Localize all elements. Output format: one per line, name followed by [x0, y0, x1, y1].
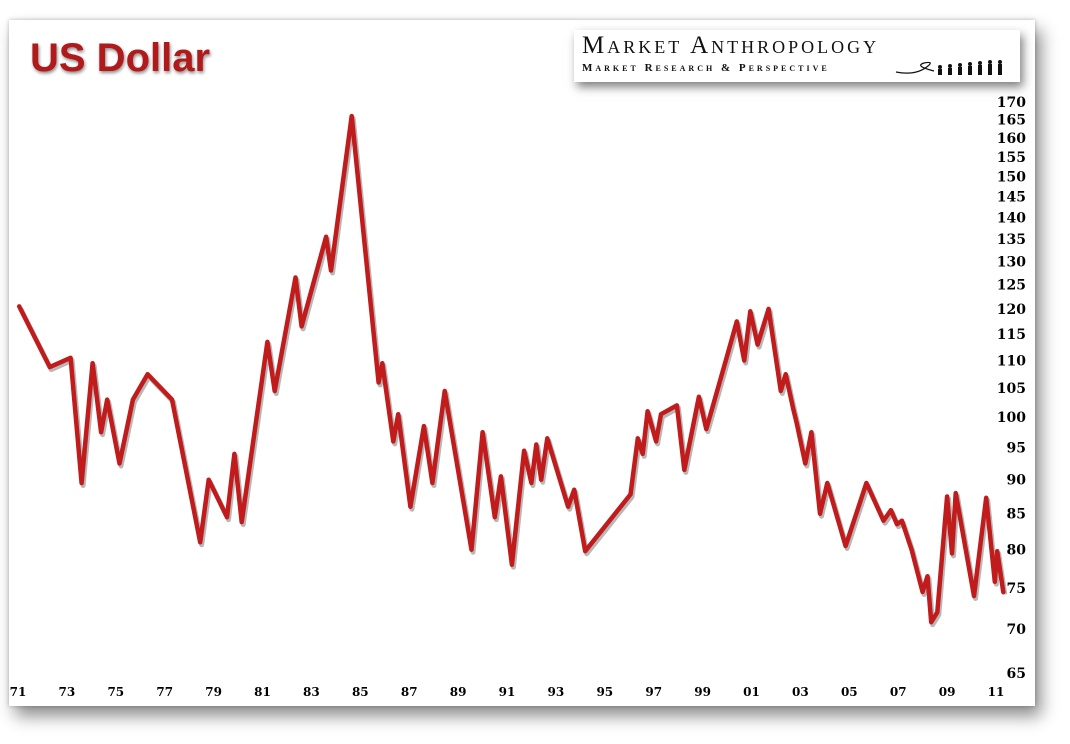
us-dollar-series-line	[16, 113, 1006, 625]
x-tick-label: 85	[352, 685, 369, 699]
x-tick-label: 99	[694, 685, 711, 699]
y-tick-label: 110	[997, 354, 1026, 370]
y-axis-ticks: 65 70 75 80 85 90 95 100 105 110 115 120 125 130 135 14…	[997, 95, 1026, 682]
x-tick-label: 73	[59, 685, 76, 699]
series-group	[16, 113, 1008, 628]
y-tick-label: 75	[1007, 581, 1026, 597]
x-tick-label: 07	[890, 685, 907, 699]
y-tick-label: 130	[997, 254, 1026, 270]
y-tick-label: 70	[1007, 622, 1027, 638]
y-tick-label: 105	[997, 381, 1026, 397]
chart-title: US Dollar	[30, 36, 211, 80]
logo-swoosh-icon	[895, 61, 935, 74]
y-tick-label: 120	[997, 302, 1026, 318]
y-tick-label: 160	[997, 131, 1026, 147]
y-tick-label: 170	[997, 95, 1026, 111]
y-tick-label: 100	[997, 410, 1026, 426]
x-tick-label: 87	[401, 685, 418, 699]
y-tick-label: 155	[997, 150, 1026, 166]
x-tick-label: 11	[988, 685, 1005, 699]
y-tick-label: 150	[997, 169, 1026, 185]
x-tick-label: 89	[450, 685, 467, 699]
x-tick-label: 75	[107, 685, 124, 699]
x-tick-label: 77	[156, 685, 173, 699]
y-tick-label: 135	[997, 232, 1026, 248]
evolution-figures-icon	[938, 60, 1002, 75]
x-tick-label: 09	[939, 685, 956, 699]
y-tick-label: 145	[997, 189, 1026, 205]
x-tick-label: 71	[10, 685, 27, 699]
x-axis-ticks: 71 73 75 77 79 81 83 85 87 89 91 93 95 97 99 01 03 05 07 09…	[10, 685, 1005, 699]
y-tick-label: 165	[997, 113, 1026, 129]
x-tick-label: 93	[548, 685, 565, 699]
y-tick-label: 95	[1007, 441, 1026, 457]
x-tick-label: 83	[303, 685, 320, 699]
y-tick-label: 65	[1007, 666, 1026, 682]
x-tick-label: 79	[205, 685, 222, 699]
x-tick-label: 05	[841, 685, 858, 699]
y-tick-label: 140	[997, 210, 1026, 226]
x-tick-label: 97	[645, 685, 662, 699]
chart-panel	[9, 20, 1035, 706]
y-tick-label: 85	[1007, 507, 1026, 523]
logo-brand-name: Market Anthropology	[582, 32, 880, 59]
y-tick-label: 115	[997, 327, 1026, 343]
x-tick-label: 03	[792, 685, 809, 699]
y-tick-label: 90	[1007, 473, 1027, 489]
x-tick-label: 81	[254, 685, 271, 699]
y-tick-label: 80	[1007, 543, 1027, 559]
x-tick-label: 95	[596, 685, 613, 699]
x-tick-label: 91	[499, 685, 516, 699]
logo-tagline: Market Research & Perspective	[582, 62, 830, 74]
y-tick-label: 125	[997, 278, 1026, 294]
market-anthropology-logo: Market Anthropology Market Research & Pe…	[574, 30, 1020, 82]
x-tick-label: 01	[743, 685, 760, 699]
